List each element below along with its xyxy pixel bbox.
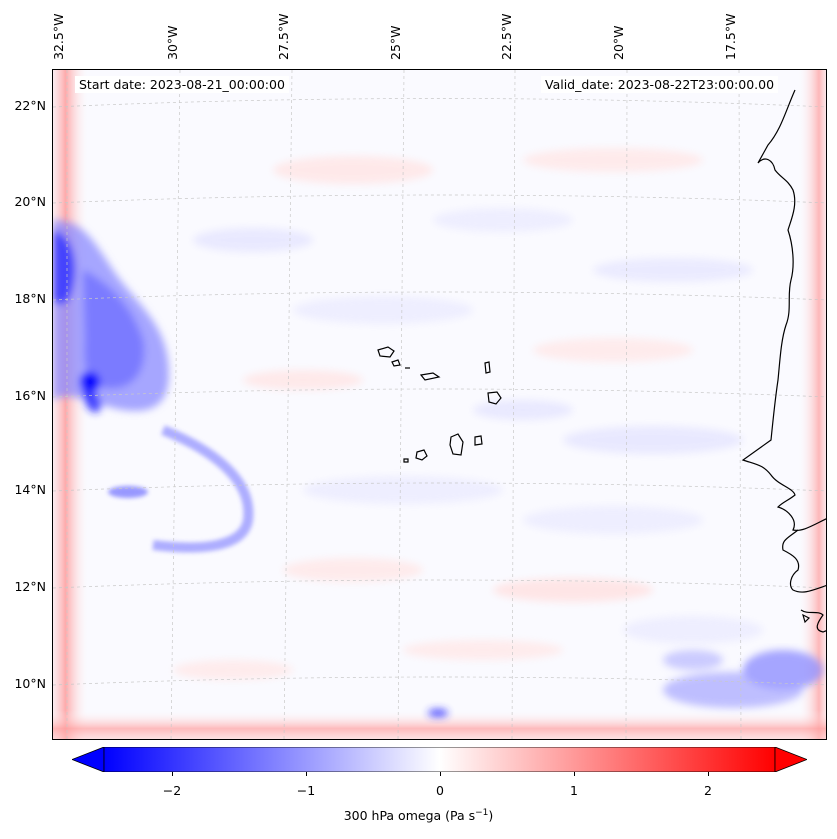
left-edge-red-band [53,70,89,739]
lat-label-18n: 18°N [14,291,46,306]
map-panel [52,69,827,740]
colorbar-tick-mark [574,772,575,776]
west-blue-region [53,220,169,413]
lat-label-16n: 16°N [14,388,46,403]
colorbar-tick-label: 0 [436,783,444,798]
colorbar-tick-mark [440,772,441,776]
africa-coastline [741,89,826,633]
lon-label-30w: 30°W [165,25,180,60]
lat-label-10n: 10°N [14,676,46,691]
southeast-blue-region [428,650,823,717]
lon-label-27-5w: 27.5°W [276,13,291,60]
colorbar-label-end: ) [488,808,494,824]
lat-label-14n: 14°N [14,482,46,497]
weak-patches [173,148,763,680]
valid-date-label: Valid_date: 2023-08-22T23:00:00.00 [541,76,779,93]
colorbar-tick-mark [172,772,173,776]
colorbar-body [103,746,776,773]
colorbar [70,746,809,773]
lat-label-20n: 20°N [14,194,46,209]
colorbar-tick-mark [708,772,709,776]
lat-label-12n: 12°N [14,579,46,594]
lat-label-22n: 22°N [14,98,46,113]
gridlines [53,70,826,739]
colorbar-label-main: 300 hPa omega (Pa s [343,808,476,824]
colorbar-label: 300 hPa omega (Pa s−1) [0,808,837,823]
lon-label-25w: 25°W [388,25,403,60]
right-edge-red-band [798,70,826,739]
colorbar-label-exponent: −1 [475,808,489,818]
colorbar-min-extend [70,746,105,773]
lon-label-20w: 20°W [611,25,626,60]
lon-label-22-5w: 22.5°W [499,13,514,60]
colorbar-max-extend [774,746,809,773]
lon-label-17-5w: 17.5°W [723,13,738,60]
colorbar-tick-label: 2 [704,783,712,798]
colorbar-tick-label: −1 [296,783,316,798]
colorbar-tick-label: 1 [570,783,578,798]
start-date-label: Start date: 2023-08-21_00:00:00 [75,76,289,93]
lon-label-32-5w: 32.5°W [51,13,66,60]
colorbar-tick-label: −2 [162,783,182,798]
colorbar-tick-mark [306,772,307,776]
cabo-verde-islands [377,346,502,463]
blue-arc-feature [108,425,254,553]
omega-field-map [53,70,826,739]
